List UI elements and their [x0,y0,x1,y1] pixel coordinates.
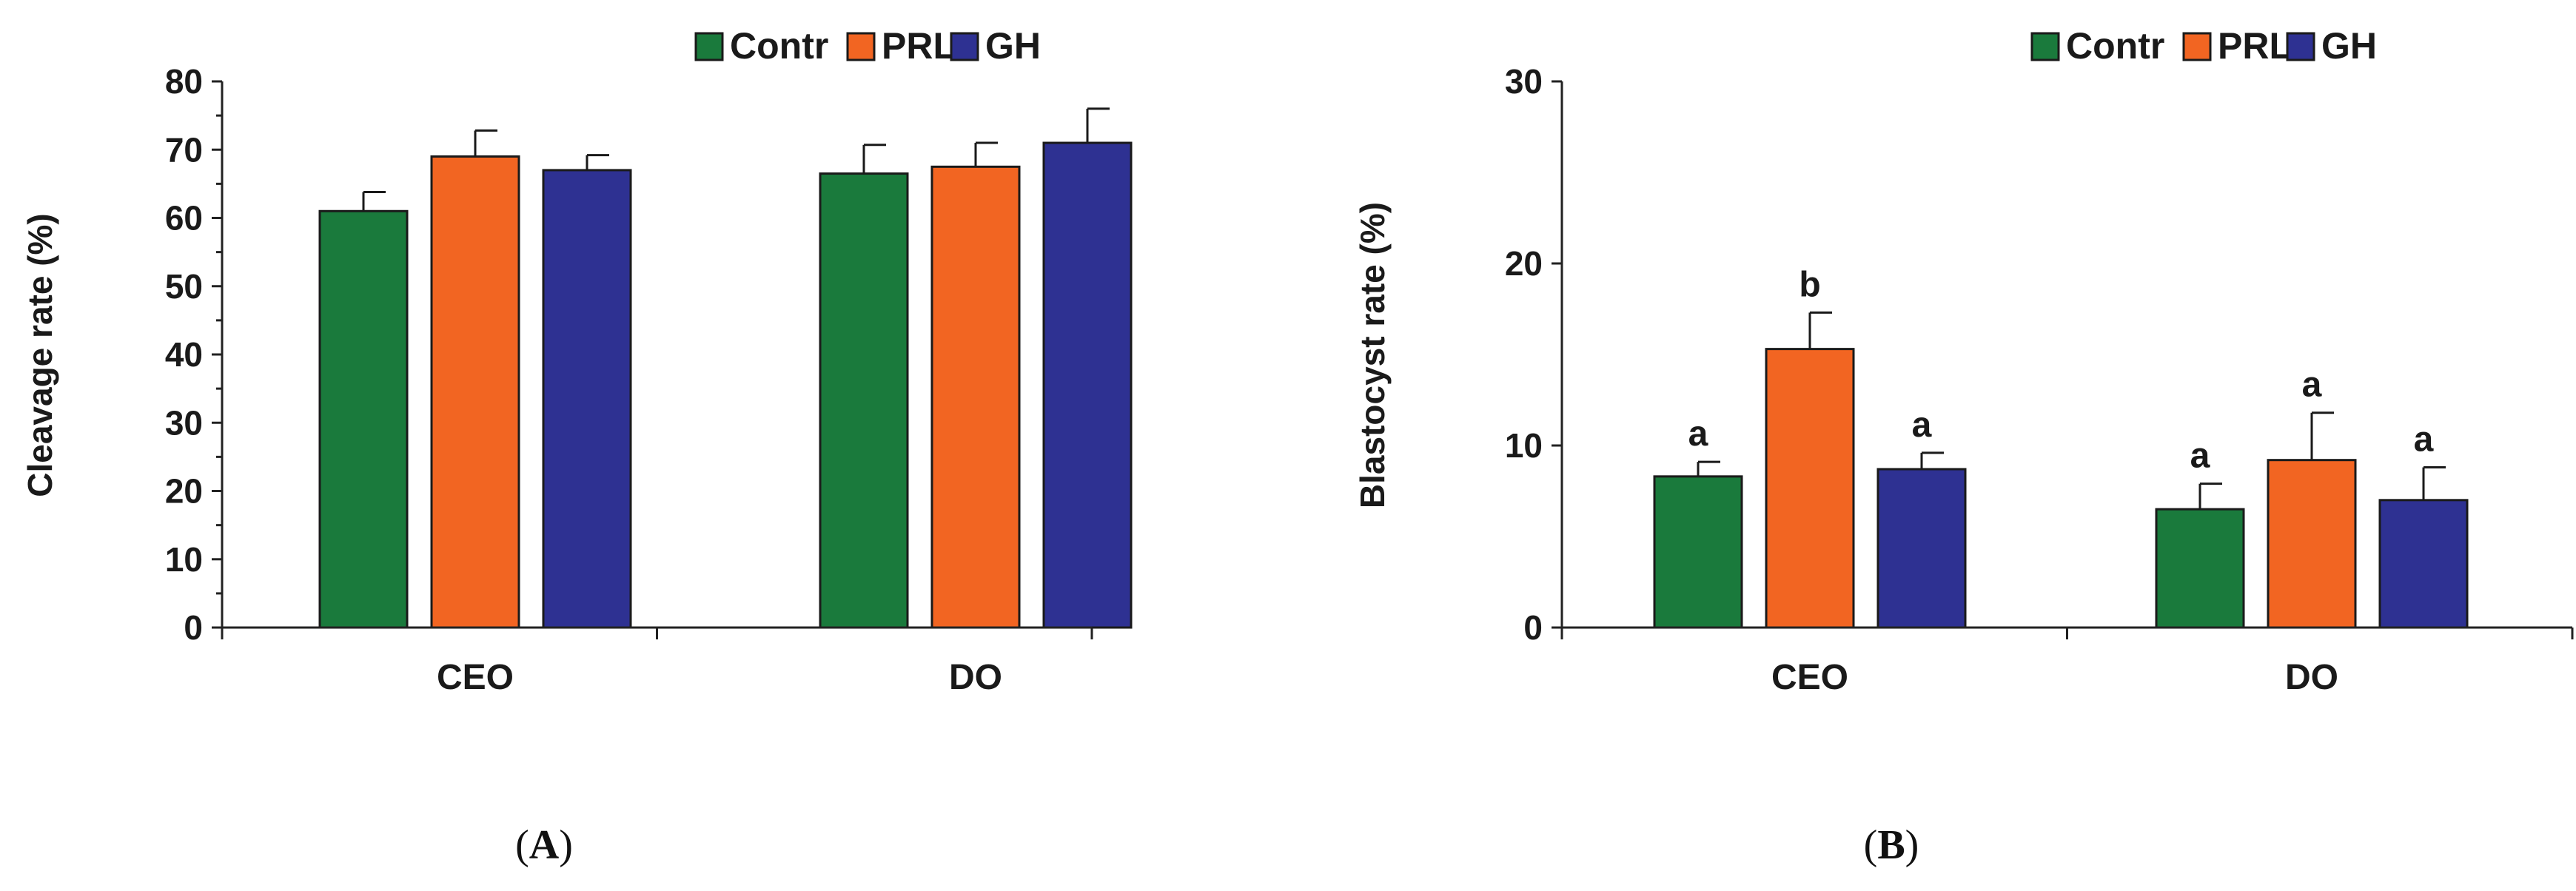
legend-label-a-gh: GH [985,25,1041,67]
y-tick-label-a: 20 [165,472,203,511]
bar-b-ceo-contr [1653,475,1743,629]
bar-a-ceo-prl [430,155,520,629]
bar-a-ceo-contr [318,209,409,629]
y-tick-label-b: 10 [1505,426,1543,465]
significance-label-b: b [1799,265,1820,304]
bar-b-ceo-gh [1876,468,1967,629]
y-axis-title-b: Blastocyst rate (%) [1353,202,1392,508]
y-tick-label-a: 30 [165,403,203,442]
y-tick-label-a: 60 [165,199,203,238]
legend-label-a-contr: Contr [730,25,828,67]
y-tick-label-a: 0 [184,608,203,647]
y-tick-label-a: 70 [165,130,203,169]
significance-label-b: a [1912,406,1932,445]
legend-swatch-a-contr [694,32,724,61]
x-category-label-b: DO [2285,658,2338,697]
significance-label-b: a [2414,420,2434,460]
y-axis-title-a: Cleavage rate (%) [21,213,59,497]
legend-swatch-a-prl [846,32,876,61]
legend-swatch-a-gh [950,32,979,61]
y-tick-label-a: 80 [165,62,203,101]
y-tick-label-b: 0 [1523,608,1543,647]
panel-label-b: (B) [1864,822,1919,868]
chart-a: Contr PRL GH Cleavage rate (%) 0 10 20 30 40 50… [21,25,1133,868]
y-tick-label-b: 20 [1505,244,1543,283]
significance-label-b: a [1688,414,1708,454]
legend-label-a-prl: PRL [882,25,956,67]
significance-label-b: a [2302,366,2322,405]
x-category-label-a: DO [949,658,1002,697]
y-tick-label-a: 50 [165,267,203,306]
legend-swatch-b-prl [2182,32,2212,61]
bar-a-ceo-gh [542,169,632,629]
bar-b-do-prl [2267,459,2357,629]
panel-label-a: (A) [515,822,573,868]
bar-a-do-gh [1042,141,1133,629]
bar-b-ceo-prl [1765,348,1855,629]
legend-label-b-contr: Contr [2066,25,2164,67]
legend-swatch-b-gh [2286,32,2315,61]
legend-swatch-b-contr [2030,32,2060,61]
chart-b: Contr PRL GH Blastocyst rate (%) a b a a a a 0 1… [1353,25,2574,868]
x-category-label-b: CEO [1771,658,1848,697]
y-tick-label-b: 30 [1505,62,1543,101]
legend-label-b-prl: PRL [2218,25,2292,67]
legend-b: Contr PRL GH [2030,25,2377,67]
significance-label-b: a [2190,437,2210,476]
legend-a: Contr PRL GH [694,25,1041,67]
y-tick-label-a: 40 [165,335,203,374]
bar-b-do-contr [2155,508,2245,629]
x-category-label-a: CEO [437,658,514,697]
bar-a-do-prl [930,165,1021,629]
bar-b-do-gh [2378,499,2469,629]
bar-a-do-contr [819,172,909,629]
legend-label-b-gh: GH [2321,25,2377,67]
y-tick-label-a: 10 [165,540,203,579]
